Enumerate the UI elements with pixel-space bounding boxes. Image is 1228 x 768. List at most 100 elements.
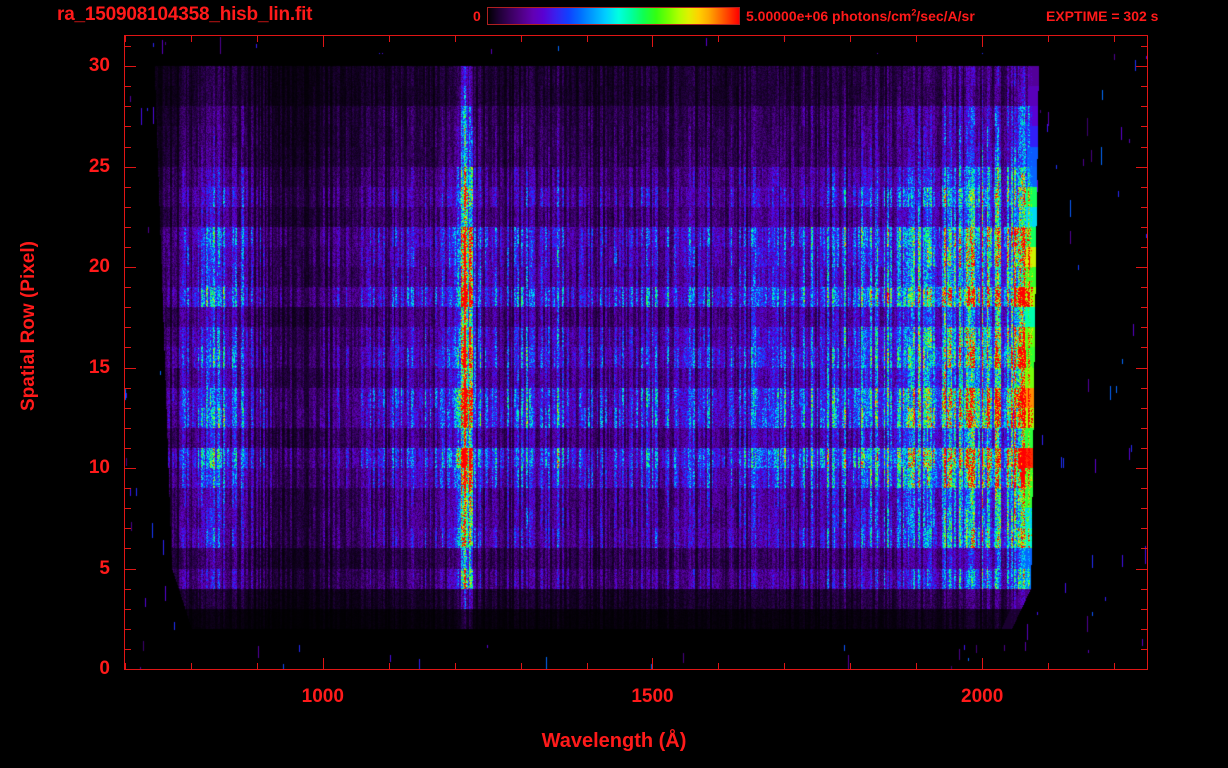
x-minor-tick	[850, 663, 851, 669]
x-minor-tick-top	[191, 36, 192, 42]
y-major-tick-right	[1136, 569, 1147, 570]
y-minor-tick-right	[1141, 548, 1147, 549]
y-minor-tick	[125, 126, 131, 127]
y-minor-tick-right	[1141, 528, 1147, 529]
y-minor-tick	[125, 86, 131, 87]
x-major-tick	[323, 658, 324, 669]
x-major-tick-top	[652, 36, 653, 47]
y-major-tick-right	[1136, 368, 1147, 369]
y-major-tick-right	[1136, 468, 1147, 469]
y-minor-tick	[125, 589, 131, 590]
y-major-tick	[125, 66, 136, 67]
page-title: ra_150908104358_hisb_lin.fit	[57, 4, 313, 25]
y-minor-tick-right	[1141, 287, 1147, 288]
y-major-tick	[125, 468, 136, 469]
y-minor-tick	[125, 287, 131, 288]
y-minor-tick-right	[1141, 147, 1147, 148]
colorbar-max-label: 5.00000e+06 photons/cm2/sec/A/sr	[746, 7, 975, 24]
x-minor-tick-top	[1048, 36, 1049, 42]
y-minor-tick-right	[1141, 227, 1147, 228]
colorbar-units-post: /sec/A/sr	[916, 8, 975, 24]
x-minor-tick	[521, 663, 522, 669]
x-minor-tick-top	[718, 36, 719, 42]
y-minor-tick-right	[1141, 46, 1147, 47]
x-minor-tick	[916, 663, 917, 669]
y-minor-tick-right	[1141, 649, 1147, 650]
colorbar	[487, 7, 740, 25]
x-tick-label: 2000	[961, 686, 1004, 707]
plot-frame	[124, 35, 1148, 670]
x-major-tick-top	[323, 36, 324, 47]
y-minor-tick-right	[1141, 508, 1147, 509]
y-minor-tick-right	[1141, 609, 1147, 610]
y-minor-tick	[125, 247, 131, 248]
colorbar-max-value: 5.00000e+06	[746, 8, 829, 24]
x-major-tick	[652, 658, 653, 669]
y-minor-tick-right	[1141, 247, 1147, 248]
x-minor-tick	[455, 663, 456, 669]
colorbar-min-label: 0	[473, 8, 481, 24]
exptime-label: EXPTIME = 302 s	[1046, 8, 1159, 24]
y-minor-tick	[125, 408, 131, 409]
y-minor-tick	[125, 629, 131, 630]
y-major-tick-right	[1136, 267, 1147, 268]
y-minor-tick	[125, 609, 131, 610]
y-minor-tick-right	[1141, 408, 1147, 409]
x-minor-tick-top	[784, 36, 785, 42]
x-minor-tick	[784, 663, 785, 669]
x-tick-label: 1500	[631, 686, 674, 707]
y-minor-tick-right	[1141, 126, 1147, 127]
y-major-tick-right	[1136, 66, 1147, 67]
x-minor-tick-top	[389, 36, 390, 42]
x-minor-tick-top	[125, 36, 126, 42]
x-minor-tick	[1114, 663, 1115, 669]
spectrogram-image	[125, 36, 1147, 669]
x-minor-tick-top	[455, 36, 456, 42]
y-minor-tick-right	[1141, 448, 1147, 449]
y-minor-tick	[125, 147, 131, 148]
y-minor-tick-right	[1141, 307, 1147, 308]
y-axis-label: Spatial Row (Pixel)	[18, 241, 39, 411]
y-minor-tick-right	[1141, 488, 1147, 489]
colorbar-units-exponent: 2	[911, 7, 917, 18]
y-minor-tick-right	[1141, 428, 1147, 429]
y-major-tick-right	[1136, 167, 1147, 168]
y-minor-tick-right	[1141, 106, 1147, 107]
y-major-tick	[125, 669, 136, 670]
x-axis-label: Wavelength (Å)	[541, 730, 687, 752]
x-minor-tick	[191, 663, 192, 669]
y-minor-tick-right	[1141, 347, 1147, 348]
x-tick-label: 1000	[301, 686, 344, 707]
y-minor-tick	[125, 187, 131, 188]
y-tick-label: 20	[88, 256, 110, 278]
y-minor-tick-right	[1141, 207, 1147, 208]
y-minor-tick-right	[1141, 388, 1147, 389]
x-minor-tick-top	[257, 36, 258, 42]
y-tick-label: 10	[88, 457, 110, 479]
y-tick-label: 0	[99, 658, 110, 679]
x-minor-tick	[389, 663, 390, 669]
y-tick-label: 25	[88, 155, 110, 177]
y-minor-tick	[125, 347, 131, 348]
x-minor-tick	[125, 663, 126, 669]
x-minor-tick	[1048, 663, 1049, 669]
x-minor-tick-top	[850, 36, 851, 42]
y-tick-label: 30	[88, 55, 110, 77]
y-minor-tick	[125, 508, 131, 509]
y-minor-tick-right	[1141, 187, 1147, 188]
y-minor-tick	[125, 548, 131, 549]
y-major-tick	[125, 267, 136, 268]
y-major-tick	[125, 368, 136, 369]
y-major-tick	[125, 167, 136, 168]
x-major-tick	[982, 658, 983, 669]
y-minor-tick	[125, 227, 131, 228]
y-minor-tick	[125, 307, 131, 308]
x-minor-tick-top	[587, 36, 588, 42]
x-minor-tick	[718, 663, 719, 669]
y-minor-tick	[125, 448, 131, 449]
y-tick-label: 15	[88, 356, 110, 378]
y-minor-tick-right	[1141, 629, 1147, 630]
y-minor-tick	[125, 207, 131, 208]
y-minor-tick-right	[1141, 589, 1147, 590]
